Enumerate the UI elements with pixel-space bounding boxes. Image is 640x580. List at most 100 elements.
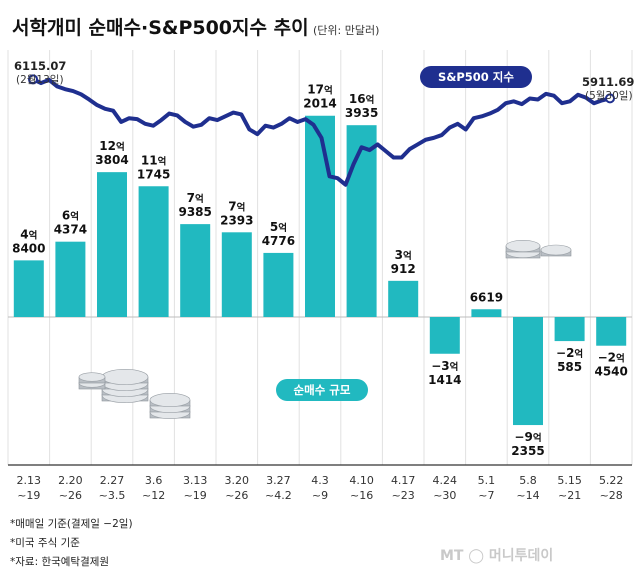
sp500-end-date: (5월30일): [585, 89, 633, 102]
bar-label-value: 585: [557, 360, 582, 374]
bar-label-eok: 7억: [187, 191, 204, 205]
x-tick-label: ~30: [433, 489, 456, 502]
bar-label-value: 6619: [470, 290, 503, 304]
bar-label-value: 4374: [54, 223, 87, 237]
x-tick-label: ~28: [600, 489, 623, 502]
x-tick-label: ~14: [516, 489, 539, 502]
sp500-line-group: [28, 74, 615, 187]
bar: [221, 232, 252, 317]
bar-label-eok: 16억: [349, 92, 374, 106]
x-tick-label: ~9: [312, 489, 328, 502]
x-tick-label: ~16: [350, 489, 373, 502]
legend-sp500-label: S&P500 지수: [438, 70, 514, 84]
x-tick-label: ~7: [478, 489, 494, 502]
x-tick-label: 4.10: [349, 474, 374, 487]
sp500-end-marker: [605, 93, 615, 104]
bar-label-eok: 12억: [99, 139, 124, 153]
bar-label-value: 1414: [428, 373, 461, 387]
x-tick-label: ~26: [225, 489, 248, 502]
bar: [471, 309, 502, 317]
coin-top: [101, 369, 149, 385]
x-tick-label: ~19: [17, 489, 40, 502]
sp500-start-date: (2월13일): [16, 73, 64, 86]
coin-top: [540, 244, 572, 256]
bar: [429, 317, 460, 354]
x-tick-label: 5.1: [478, 474, 496, 487]
bar-label-value: 3935: [345, 106, 378, 120]
x-tick-label: ~12: [142, 489, 165, 502]
bar-label-value: 2014: [303, 97, 336, 111]
chart-title: 서학개미 순매수·S&P500지수 추이: [12, 17, 309, 39]
x-tick-label: 2.13: [17, 474, 42, 487]
bar: [55, 241, 86, 317]
bar-label-eok: 11억: [141, 153, 166, 167]
bars: [13, 115, 627, 426]
bar-label-eok: −9억: [514, 430, 541, 444]
bar-label-value: 2355: [511, 444, 544, 458]
watermark-logo: MT ◯ 머니투데이: [440, 547, 553, 564]
bar: [305, 115, 335, 317]
bar-label-value: 1745: [137, 167, 170, 181]
x-axis: 2.13 ~19 2.20 ~26 2.27 ~3.5 3.6 ~12 3.13 ~19 3.20 ~…: [17, 474, 624, 502]
coin-top: [505, 240, 541, 252]
chart-unit: (단위: 만달러): [313, 24, 379, 37]
x-tick-label: 5.8: [519, 474, 537, 487]
bar: [513, 317, 543, 426]
bar: [388, 280, 419, 317]
x-tick-label: ~4.2: [265, 489, 292, 502]
bar: [180, 224, 211, 317]
sp500-line: [31, 77, 612, 187]
bar-label-eok: −2억: [598, 351, 625, 365]
x-tick-label: 4.24: [433, 474, 458, 487]
sp500-start-value: 6115.07: [14, 59, 66, 73]
x-tick-label: ~26: [59, 489, 82, 502]
sp500-start-marker: [28, 74, 38, 85]
bar-label-eok: 3억: [395, 248, 412, 262]
x-tick-label: 5.22: [599, 474, 624, 487]
bar-label-value: 9385: [178, 205, 211, 219]
bar-label-eok: 6억: [62, 209, 79, 223]
x-tick-label: ~21: [558, 489, 581, 502]
coin-top: [78, 372, 106, 382]
bar: [97, 172, 127, 317]
x-tick-label: 3.13: [183, 474, 208, 487]
bar-label-value: 2393: [220, 213, 253, 227]
x-tick-label: 3.20: [225, 474, 250, 487]
coin-top: [149, 393, 191, 407]
bar: [138, 186, 169, 317]
bar-label-eok: −2억: [556, 346, 583, 360]
x-tick-label: ~3.5: [99, 489, 126, 502]
coins-decoration: [78, 240, 572, 419]
legend-sp500: S&P500 지수: [420, 66, 532, 88]
bar-label-value: 4540: [594, 365, 627, 379]
bar-label-eok: −3억: [431, 359, 458, 373]
note-1: *매매일 기준(결제일 −2일): [10, 517, 133, 530]
x-tick-label: 5.15: [557, 474, 582, 487]
bar: [596, 317, 627, 346]
x-tick-label: 2.20: [58, 474, 83, 487]
x-tick-label: ~19: [184, 489, 207, 502]
legend-net-buy-label: 순매수 규모: [294, 383, 351, 397]
bar-label-eok: 17억: [307, 83, 332, 97]
bar: [263, 252, 294, 317]
bar-label-eok: 5억: [270, 220, 287, 234]
bar-label-eok: 7억: [228, 199, 245, 213]
x-tick-label: 4.3: [311, 474, 329, 487]
note-3: *자료: 한국예탁결제원: [10, 555, 109, 568]
sp500-end-value: 5911.69: [582, 75, 634, 89]
bar-label-eok: 4억: [20, 227, 37, 241]
x-tick-label: 2.27: [100, 474, 125, 487]
x-tick-label: 3.6: [145, 474, 163, 487]
legend-net-buy: 순매수 규모: [276, 379, 368, 401]
bar: [346, 125, 377, 318]
bar: [554, 317, 585, 342]
x-tick-label: ~23: [392, 489, 415, 502]
bar-label-value: 8400: [12, 241, 45, 255]
bar-label-value: 3804: [95, 153, 128, 167]
x-tick-label: 3.27: [266, 474, 291, 487]
note-2: *미국 주식 기준: [10, 537, 80, 549]
bar-label-value: 912: [391, 262, 416, 276]
bar-label-value: 4776: [262, 234, 295, 248]
